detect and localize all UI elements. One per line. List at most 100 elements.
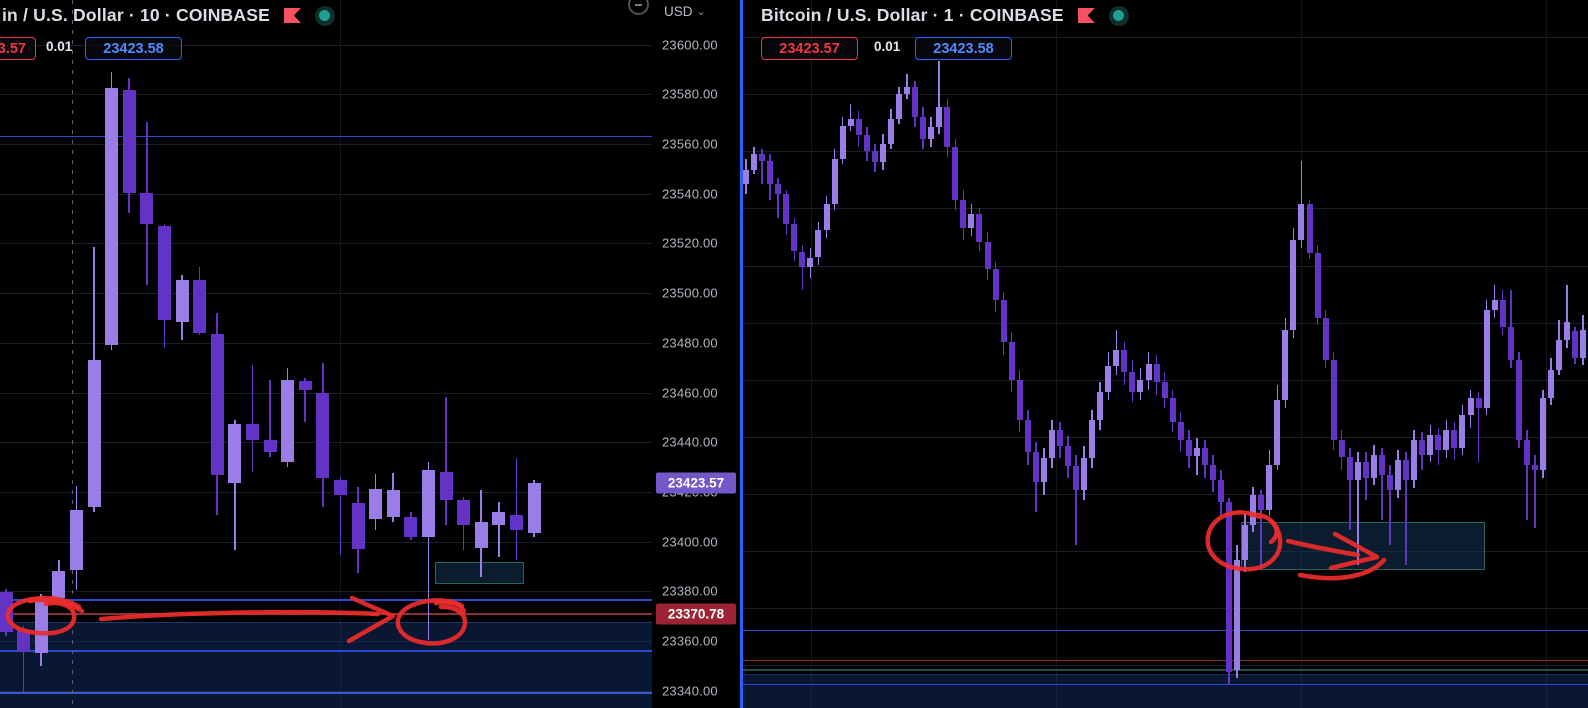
- price-axis[interactable]: USD ⌄ 23600.00 23580.00 23560.00 23540.00 23…: [628, 0, 740, 708]
- candle-body: [1145, 363, 1152, 380]
- candle-wick: [1405, 451, 1407, 566]
- candle-body: [122, 89, 136, 193]
- candle-body: [1435, 435, 1442, 450]
- candle-body: [1129, 371, 1136, 392]
- candle-body: [157, 225, 171, 320]
- candle-body: [1089, 419, 1096, 458]
- horizontal-line[interactable]: [0, 692, 652, 695]
- candle-body: [1403, 460, 1410, 481]
- candle-body: [976, 213, 983, 242]
- gridline-horizontal: [0, 293, 652, 295]
- chart-canvas-left[interactable]: [0, 0, 652, 708]
- red-marker-drawing[interactable]: [433, 600, 467, 614]
- ask-price-value: 23423.58: [933, 40, 994, 57]
- flag-bookmark-icon[interactable]: [1077, 8, 1095, 23]
- connection-status-ring[interactable]: [1108, 5, 1129, 26]
- horizontal-line[interactable]: [743, 669, 1588, 672]
- candle-body: [1395, 460, 1402, 491]
- horizontal-line[interactable]: [0, 613, 652, 615]
- symbol-title[interactable]: Bitcoin / U.S. Dollar · 1 · COINBASE: [761, 5, 1064, 25]
- chart-header-right: Bitcoin / U.S. Dollar · 1 · COINBASE: [761, 5, 1129, 26]
- horizontal-line[interactable]: [743, 659, 1588, 662]
- symbol-title[interactable]: in / U.S. Dollar · 10 · COINBASE: [2, 5, 270, 25]
- currency-switcher[interactable]: USD ⌄: [664, 4, 706, 19]
- hand-drawn-annotations[interactable]: [743, 0, 1588, 708]
- pane-divider-active[interactable]: [740, 0, 743, 708]
- candle-body: [1056, 429, 1063, 446]
- candle-body: [87, 359, 101, 507]
- horizontal-line[interactable]: [743, 683, 1588, 686]
- candle-wick: [1477, 391, 1480, 462]
- ask-price-button[interactable]: 23423.58: [85, 37, 182, 60]
- alert-price-value: 23370.78: [667, 606, 725, 622]
- alert-price-label: 23370.78: [656, 603, 736, 625]
- candle-body: [52, 570, 66, 598]
- connection-status-ring[interactable]: [314, 5, 335, 26]
- candle-body: [960, 199, 967, 228]
- candle-wick: [1075, 455, 1077, 546]
- axis-tick-label: 23520.00: [662, 235, 718, 251]
- candle-wick: [269, 379, 271, 458]
- candle-wick: [445, 396, 447, 525]
- candle-body: [1564, 321, 1571, 340]
- candle-body: [404, 516, 418, 537]
- candle-body: [759, 154, 766, 162]
- ask-price-button[interactable]: 23423.58: [915, 37, 1012, 60]
- flag-bookmark-icon[interactable]: [283, 8, 301, 23]
- hand-drawn-annotations[interactable]: [0, 0, 652, 708]
- candle-body: [1483, 309, 1490, 408]
- candle-body: [968, 213, 975, 228]
- candle-body: [1282, 329, 1289, 400]
- supply-box[interactable]: [435, 561, 524, 584]
- candle-body: [193, 279, 207, 333]
- candle-body: [421, 469, 435, 537]
- candle-body: [847, 119, 854, 127]
- support-zone[interactable]: [743, 673, 1588, 708]
- candle-body: [1419, 439, 1426, 456]
- chart-canvas-right[interactable]: [743, 0, 1588, 708]
- gridline-vertical: [811, 0, 812, 708]
- bid-price-button[interactable]: 3.57: [0, 37, 36, 60]
- candle-body: [1185, 439, 1192, 456]
- candle-body: [1161, 381, 1168, 398]
- scale-settings-icon[interactable]: [628, 0, 649, 15]
- candle-body: [369, 488, 383, 519]
- chart-header-left: in / U.S. Dollar · 10 · COINBASE: [2, 5, 335, 26]
- bid-price-value: 3.57: [0, 40, 26, 57]
- supply-box[interactable]: [1241, 522, 1485, 571]
- candle-body: [1008, 341, 1015, 380]
- axis-tick-label: 23340.00: [662, 683, 718, 699]
- support-zone[interactable]: [0, 622, 652, 708]
- candle-wick: [304, 377, 306, 422]
- gridline-horizontal: [743, 37, 1588, 39]
- candle-body: [783, 194, 790, 225]
- candle-body: [807, 257, 814, 268]
- candle-wick: [427, 461, 430, 640]
- last-price-label: 23423.57: [656, 472, 736, 494]
- candle-body: [887, 119, 894, 145]
- candle-body: [1467, 397, 1474, 416]
- chart-pane-left[interactable]: in / U.S. Dollar · 10 · COINBASE 3.57 0.…: [0, 0, 653, 708]
- candle-wick: [849, 104, 852, 132]
- bid-price-button[interactable]: 23423.57: [761, 37, 858, 60]
- candle-body: [386, 489, 400, 517]
- horizontal-line[interactable]: [0, 599, 652, 601]
- candle-wick: [498, 501, 500, 557]
- candle-body: [263, 439, 277, 452]
- candle-body: [492, 511, 506, 525]
- candle-body: [175, 279, 189, 322]
- candle-body: [1338, 439, 1345, 458]
- chart-pane-right[interactable]: Bitcoin / U.S. Dollar · 1 · COINBASE 234…: [743, 0, 1588, 708]
- candle-body: [1531, 465, 1538, 471]
- ask-price-value: 23423.58: [103, 40, 164, 57]
- candle-body: [1073, 465, 1080, 491]
- candle-body: [474, 521, 488, 548]
- gridline-horizontal: [0, 44, 652, 46]
- candle-body: [775, 184, 782, 195]
- horizontal-line[interactable]: [0, 135, 652, 138]
- horizontal-line[interactable]: [0, 650, 652, 652]
- connection-status-dot: [319, 10, 331, 21]
- horizontal-line[interactable]: [743, 629, 1588, 632]
- candle-body: [920, 117, 927, 140]
